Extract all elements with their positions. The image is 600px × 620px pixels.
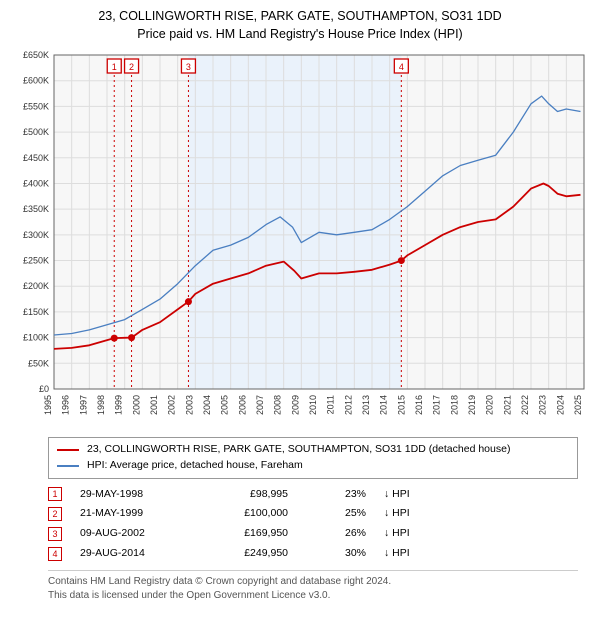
chart-title: 23, COLLINGWORTH RISE, PARK GATE, SOUTHA…: [10, 8, 590, 43]
svg-text:2023: 2023: [538, 395, 548, 415]
svg-text:2022: 2022: [520, 395, 530, 415]
svg-text:£500K: £500K: [23, 127, 49, 137]
svg-text:2011: 2011: [326, 395, 336, 414]
footer: Contains HM Land Registry data © Crown c…: [48, 570, 578, 603]
svg-text:2007: 2007: [255, 395, 265, 415]
svg-text:2002: 2002: [167, 395, 177, 415]
transaction-row: 2 21-MAY-1999 £100,000 25% ↓ HPI: [48, 504, 578, 524]
transaction-row: 1 29-MAY-1998 £98,995 23% ↓ HPI: [48, 485, 578, 505]
svg-text:2019: 2019: [467, 395, 477, 415]
svg-text:2003: 2003: [184, 395, 194, 415]
svg-text:£250K: £250K: [23, 256, 49, 266]
svg-text:2008: 2008: [273, 395, 283, 415]
transaction-direction: ↓ HPI: [384, 524, 424, 544]
page: 23, COLLINGWORTH RISE, PARK GATE, SOUTHA…: [0, 0, 600, 615]
svg-text:1997: 1997: [78, 395, 88, 415]
transaction-pct: 30%: [306, 544, 366, 564]
svg-text:2012: 2012: [343, 395, 353, 415]
svg-text:2004: 2004: [202, 395, 212, 415]
chart-svg: £0 £50K £100K £150K £200K £250K £300K £350K £400…: [10, 49, 590, 429]
svg-text:£0: £0: [39, 384, 49, 394]
transaction-direction: ↓ HPI: [384, 485, 424, 505]
svg-text:£100K: £100K: [23, 333, 49, 343]
transaction-marker: 4: [48, 547, 62, 561]
transaction-marker: 2: [48, 507, 62, 521]
svg-text:2017: 2017: [432, 395, 442, 415]
legend: 23, COLLINGWORTH RISE, PARK GATE, SOUTHA…: [48, 437, 578, 479]
svg-text:2009: 2009: [290, 395, 300, 415]
transaction-row: 4 29-AUG-2014 £249,950 30% ↓ HPI: [48, 544, 578, 564]
svg-text:£150K: £150K: [23, 307, 49, 317]
legend-swatch: [57, 449, 79, 451]
svg-text:2005: 2005: [220, 395, 230, 415]
svg-text:1998: 1998: [96, 395, 106, 415]
chart: £0 £50K £100K £150K £200K £250K £300K £350K £400…: [10, 49, 590, 429]
svg-text:2006: 2006: [237, 395, 247, 415]
svg-text:£400K: £400K: [23, 178, 49, 188]
transaction-price: £100,000: [198, 504, 288, 524]
svg-text:2018: 2018: [449, 395, 459, 415]
svg-text:£50K: £50K: [28, 358, 49, 368]
legend-label: 23, COLLINGWORTH RISE, PARK GATE, SOUTHA…: [87, 442, 510, 458]
legend-item: HPI: Average price, detached house, Fare…: [57, 458, 569, 474]
svg-text:2025: 2025: [573, 395, 583, 415]
svg-text:2020: 2020: [485, 395, 495, 415]
svg-text:2010: 2010: [308, 395, 318, 415]
transactions-table: 1 29-MAY-1998 £98,995 23% ↓ HPI 2 21-MAY-1999 £…: [48, 485, 578, 565]
svg-text:£350K: £350K: [23, 204, 49, 214]
svg-text:2015: 2015: [396, 395, 406, 415]
svg-text:2013: 2013: [361, 395, 371, 415]
legend-label: HPI: Average price, detached house, Fare…: [87, 458, 303, 474]
svg-text:1995: 1995: [43, 395, 53, 415]
transaction-marker: 3: [48, 527, 62, 541]
legend-swatch: [57, 465, 79, 467]
svg-text:£650K: £650K: [23, 50, 49, 60]
svg-text:1999: 1999: [114, 395, 124, 415]
svg-text:2000: 2000: [131, 395, 141, 415]
svg-text:1: 1: [112, 62, 117, 72]
svg-text:4: 4: [399, 62, 404, 72]
title-line-1: 23, COLLINGWORTH RISE, PARK GATE, SOUTHA…: [10, 8, 590, 26]
legend-item: 23, COLLINGWORTH RISE, PARK GATE, SOUTHA…: [57, 442, 569, 458]
svg-text:1996: 1996: [61, 395, 71, 415]
transaction-pct: 23%: [306, 485, 366, 505]
transaction-date: 21-MAY-1999: [80, 504, 180, 524]
transaction-direction: ↓ HPI: [384, 544, 424, 564]
transaction-price: £169,950: [198, 524, 288, 544]
transaction-marker: 1: [48, 487, 62, 501]
transaction-price: £249,950: [198, 544, 288, 564]
svg-text:£300K: £300K: [23, 230, 49, 240]
transaction-date: 29-AUG-2014: [80, 544, 180, 564]
svg-text:£600K: £600K: [23, 76, 49, 86]
svg-text:2: 2: [129, 62, 134, 72]
svg-text:3: 3: [186, 62, 191, 72]
svg-text:2001: 2001: [149, 395, 159, 415]
title-line-2: Price paid vs. HM Land Registry's House …: [10, 26, 590, 44]
svg-text:£550K: £550K: [23, 101, 49, 111]
transaction-date: 09-AUG-2002: [80, 524, 180, 544]
footer-line-2: This data is licensed under the Open Gov…: [48, 589, 578, 603]
transaction-price: £98,995: [198, 485, 288, 505]
footer-line-1: Contains HM Land Registry data © Crown c…: [48, 575, 578, 589]
svg-text:2021: 2021: [502, 395, 512, 415]
svg-text:2014: 2014: [379, 395, 389, 415]
transaction-row: 3 09-AUG-2002 £169,950 26% ↓ HPI: [48, 524, 578, 544]
transaction-pct: 26%: [306, 524, 366, 544]
svg-text:£450K: £450K: [23, 153, 49, 163]
svg-text:2024: 2024: [555, 395, 565, 415]
svg-text:£200K: £200K: [23, 281, 49, 291]
transaction-date: 29-MAY-1998: [80, 485, 180, 505]
transaction-pct: 25%: [306, 504, 366, 524]
svg-text:2016: 2016: [414, 395, 424, 415]
transaction-direction: ↓ HPI: [384, 504, 424, 524]
